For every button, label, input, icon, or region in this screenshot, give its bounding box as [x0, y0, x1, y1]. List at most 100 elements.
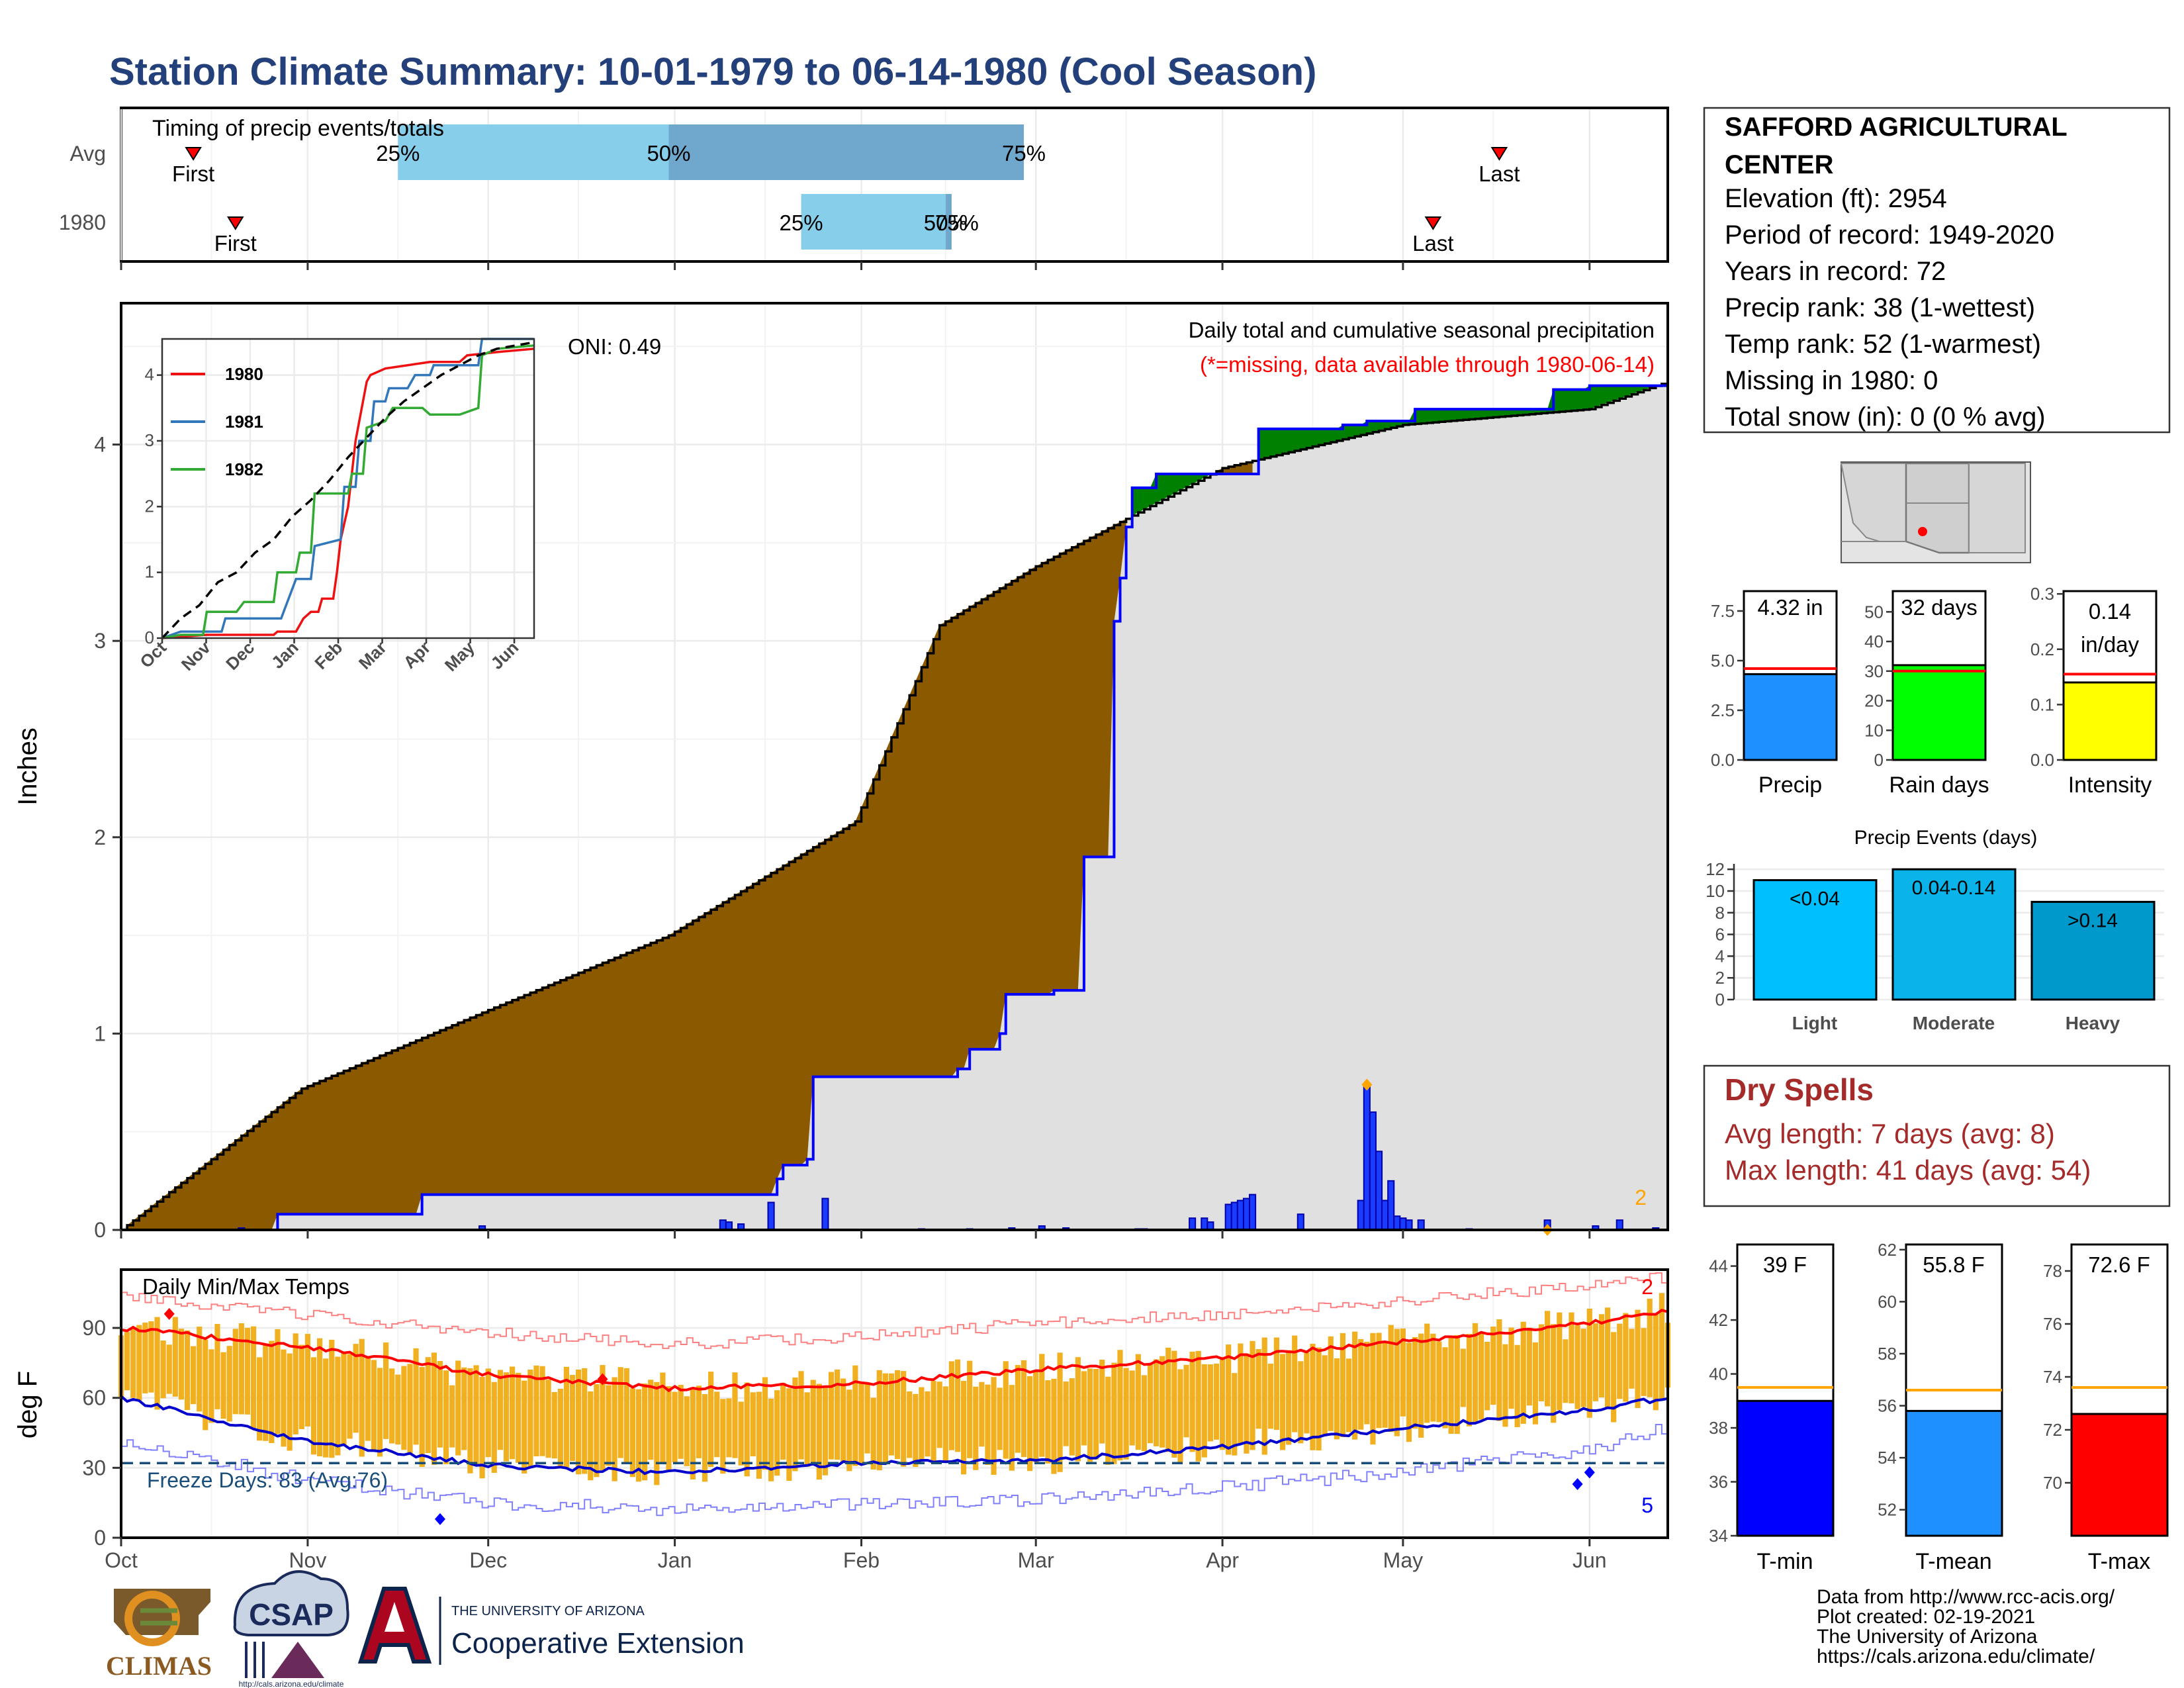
temp-daily-bar — [720, 1399, 726, 1474]
temp-daily-bar — [431, 1352, 437, 1465]
temp-daily-bar — [1238, 1343, 1244, 1444]
temp-daily-bar — [329, 1339, 335, 1458]
bar-rain_days-y-tick-label: 40 — [1864, 632, 1884, 651]
temp-daily-bar — [1496, 1319, 1502, 1421]
oni-value: ONI: 0.49 — [568, 334, 661, 359]
temp-daily-bar — [263, 1344, 269, 1441]
temp-daily-bar — [395, 1374, 401, 1445]
bar-precip-y-tick-label: 0.0 — [1711, 750, 1735, 770]
temp-title: Daily Min/Max Temps — [142, 1274, 349, 1299]
temp-corner-bottom: 5 — [1641, 1493, 1653, 1517]
temp-daily-bar — [985, 1384, 991, 1465]
bar-rain_days-value-label: 32 days — [1901, 595, 1978, 620]
temp-daily-bar — [1219, 1356, 1226, 1450]
temp-daily-bar — [208, 1349, 214, 1423]
temp-daily-bar — [1069, 1378, 1075, 1456]
precip-events-bar-label: 0.04-0.14 — [1912, 877, 1996, 899]
temp-daily-bar — [1015, 1365, 1021, 1453]
precip-events-y-tick-label: 4 — [1715, 946, 1725, 966]
footer-line3: The University of Arizona — [1817, 1626, 2038, 1648]
bar-rain_days-y-tick-label: 10 — [1864, 720, 1884, 740]
temp-daily-bar — [166, 1344, 172, 1394]
temp-daily-bar — [623, 1368, 629, 1463]
temp-daily-bar — [1123, 1368, 1129, 1460]
precip-events-y-tick-label: 12 — [1706, 859, 1725, 879]
precip-diff-below — [127, 518, 1126, 1231]
precip-events-category-light: Light — [1792, 1013, 1837, 1033]
temp-daily-bar — [1586, 1308, 1592, 1418]
temp-daily-bar — [1226, 1344, 1232, 1455]
temp-daily-bar — [1563, 1339, 1569, 1403]
bar-intensity-y-tick-label: 0.0 — [2030, 750, 2054, 770]
temp-daily-bar — [894, 1370, 901, 1460]
temp-daily-bar — [365, 1356, 371, 1441]
station-elevation: Elevation (ft): 2954 — [1725, 184, 1947, 213]
temp-daily-bar — [557, 1388, 563, 1467]
temp-daily-bar — [1551, 1324, 1557, 1423]
precip-y-tick-label: 0 — [94, 1218, 106, 1242]
precip-daily-bar — [1363, 1084, 1371, 1231]
temp-daily-bar — [960, 1381, 967, 1475]
precip-daily-bar — [1381, 1199, 1389, 1231]
temp-daily-bar — [1003, 1361, 1009, 1459]
temp-daily-bar — [913, 1393, 919, 1468]
temp-daily-bar — [1448, 1336, 1454, 1434]
temp-daily-bar — [160, 1340, 166, 1399]
temp-daily-bar — [582, 1368, 588, 1474]
temp-daily-bar — [1557, 1312, 1563, 1411]
temp-daily-bar — [1641, 1328, 1647, 1396]
inset-line-1980 — [161, 348, 535, 639]
bar-rain_days-value — [1891, 664, 1987, 761]
temp-daily-bar — [401, 1366, 407, 1450]
temp-daily-bar — [545, 1380, 551, 1458]
temp-daily-bar — [1545, 1311, 1551, 1407]
temp-daily-bar — [1364, 1341, 1370, 1425]
temp-daily-bar — [1129, 1370, 1135, 1446]
svg-text:THE UNIVERSITY OF ARIZONA: THE UNIVERSITY OF ARIZONA — [451, 1604, 645, 1618]
temp-daily-bar — [335, 1356, 341, 1456]
temp-daily-bar — [293, 1333, 298, 1434]
temp-y-tick-label: 30 — [82, 1456, 106, 1479]
temp-record-marker — [597, 1373, 608, 1385]
station-missing: Missing in 1980: 0 — [1725, 366, 1938, 395]
temp-daily-bar — [491, 1382, 497, 1473]
temp-daily-bar — [756, 1391, 762, 1479]
temp-daily-bar — [1538, 1324, 1545, 1401]
temp-bar-tmax-y-tick-label: 72 — [2043, 1420, 2062, 1440]
temp-daily-bar — [298, 1344, 304, 1429]
temp-max-avg-line — [120, 1309, 1668, 1393]
inset-y-tick-label: 2 — [145, 496, 154, 516]
temp-daily-bar — [804, 1392, 810, 1467]
temp-daily-bar — [846, 1389, 852, 1472]
inset-y-tick-label: 0 — [145, 628, 154, 647]
temp-daily-bar — [257, 1357, 263, 1441]
temp-daily-bar — [1292, 1335, 1298, 1432]
temp-bar-tmean-y-tick-label: 62 — [1878, 1240, 1897, 1260]
temp-bar-tmean-value-label: 55.8 F — [1923, 1252, 1985, 1277]
temp-y-tick-label: 90 — [82, 1316, 106, 1340]
temp-daily-bar — [617, 1367, 623, 1458]
timing-label-avg-50: 50% — [647, 141, 690, 165]
x-axis-label-feb: Feb — [843, 1548, 880, 1572]
temp-daily-bar — [443, 1370, 449, 1464]
temp-daily-bar — [654, 1382, 660, 1485]
inset-line-1982 — [161, 344, 535, 639]
temp-daily-bar — [1466, 1334, 1473, 1427]
temp-daily-bar — [269, 1340, 275, 1444]
bar-precip-y-tick-label: 5.0 — [1711, 651, 1735, 671]
inset-legend-label-1980: 1980 — [225, 364, 263, 384]
temp-daily-bar — [1532, 1342, 1539, 1425]
timing-marker-year-first — [226, 216, 244, 230]
temp-daily-bar — [461, 1367, 467, 1450]
temp-daily-bar — [419, 1367, 425, 1468]
precip-y-tick-label: 2 — [94, 825, 106, 849]
temp-daily-bar — [870, 1397, 876, 1470]
temp-daily-bar — [316, 1338, 323, 1457]
temp-bar-tmean-y-tick-label: 54 — [1878, 1448, 1897, 1468]
temp-daily-bar — [473, 1365, 479, 1466]
temp-daily-bar — [1484, 1342, 1490, 1411]
precip-events-bar-label: >0.14 — [2068, 910, 2118, 931]
temp-daily-bar — [148, 1321, 154, 1393]
footer-line4: https://cals.arizona.edu/climate/ — [1817, 1646, 2095, 1667]
temp-daily-bar — [1153, 1359, 1160, 1446]
